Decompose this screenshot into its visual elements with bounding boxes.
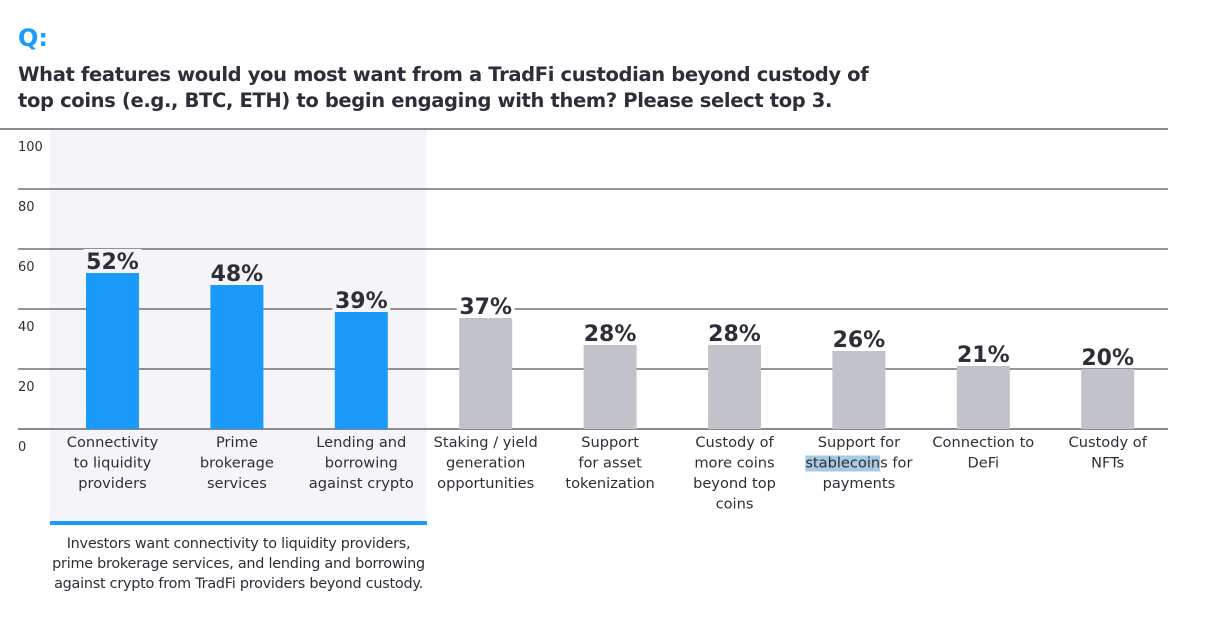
category-label: borrowing bbox=[325, 455, 398, 472]
y-tick-label: 60 bbox=[18, 260, 35, 275]
category-label: tokenization bbox=[565, 475, 654, 492]
value-label-halo bbox=[954, 342, 1013, 364]
category-label: brokerage bbox=[200, 455, 274, 472]
value-label-halo bbox=[829, 327, 888, 349]
category-label: opportunities bbox=[437, 475, 534, 492]
bar bbox=[334, 312, 388, 429]
takeaway-text: Investors want connectivity to liquidity… bbox=[52, 536, 425, 592]
value-label-halo bbox=[1078, 345, 1137, 367]
category-label: Support for bbox=[818, 434, 900, 451]
category-label: Connectivity bbox=[67, 434, 159, 451]
value-label: 28% bbox=[584, 322, 637, 347]
category-label: more coins bbox=[694, 455, 774, 472]
category-label: DeFi bbox=[967, 455, 999, 472]
value-label: 20% bbox=[1081, 346, 1134, 371]
category-label: generation bbox=[446, 455, 525, 472]
value-label-halo bbox=[456, 294, 515, 316]
value-label: 52% bbox=[86, 250, 139, 275]
category-label: coins bbox=[716, 496, 754, 513]
y-tick-label: 20 bbox=[18, 380, 35, 395]
bar bbox=[1081, 369, 1135, 429]
bar bbox=[210, 285, 264, 429]
category-label: Lending and bbox=[316, 434, 406, 451]
category-label: beyond top bbox=[693, 475, 776, 492]
category-label: payments bbox=[823, 475, 896, 492]
value-label: 37% bbox=[459, 295, 512, 320]
value-label: 26% bbox=[833, 328, 886, 353]
bar bbox=[583, 345, 637, 429]
category-label: Custody of bbox=[695, 434, 774, 451]
y-tick-label: 0 bbox=[18, 440, 26, 455]
category-labels: Connectivity to liquidity providers Prime br… bbox=[67, 434, 1148, 513]
category-label: Prime bbox=[216, 434, 258, 451]
value-label-halo bbox=[207, 261, 266, 283]
y-axis-ticks: 0 20 40 60 80 100 bbox=[18, 140, 43, 455]
bar bbox=[708, 345, 761, 429]
value-label-halo bbox=[581, 321, 640, 343]
value-label: 39% bbox=[335, 289, 388, 314]
category-label: Support bbox=[581, 434, 639, 451]
category-label: NFTs bbox=[1091, 455, 1124, 472]
y-tick-label: 100 bbox=[18, 140, 43, 155]
question-marker: Q: bbox=[18, 24, 48, 52]
y-tick-label: 80 bbox=[18, 200, 35, 215]
highlight-band-accent bbox=[50, 521, 427, 525]
category-label: against crypto bbox=[309, 475, 414, 492]
question-text: What features would you most want from a… bbox=[18, 63, 869, 112]
category-label: for asset bbox=[578, 455, 642, 472]
category-label: providers bbox=[78, 475, 146, 492]
category-label: Staking / yield bbox=[434, 434, 538, 451]
value-label: 21% bbox=[957, 343, 1010, 368]
category-label: services bbox=[207, 475, 267, 492]
value-label: 48% bbox=[211, 262, 264, 287]
value-label-halo bbox=[332, 288, 391, 310]
y-tick-label: 40 bbox=[18, 320, 35, 335]
bar bbox=[956, 366, 1010, 429]
value-label-halo bbox=[83, 249, 142, 271]
bar bbox=[86, 273, 139, 429]
value-labels: 52% 48% 39% 37% 28% 28% 26% 21% 20% bbox=[83, 249, 1137, 371]
category-label: stablecoins for bbox=[805, 455, 912, 472]
text-selection-highlight bbox=[805, 455, 881, 472]
bar bbox=[832, 351, 886, 429]
category-label: to liquidity bbox=[74, 455, 152, 472]
category-label: Connection to bbox=[932, 434, 1034, 451]
value-label-halo bbox=[705, 321, 764, 343]
category-label: Custody of bbox=[1069, 434, 1148, 451]
bars bbox=[86, 273, 1135, 429]
bar bbox=[459, 318, 513, 429]
value-label: 28% bbox=[708, 322, 761, 347]
